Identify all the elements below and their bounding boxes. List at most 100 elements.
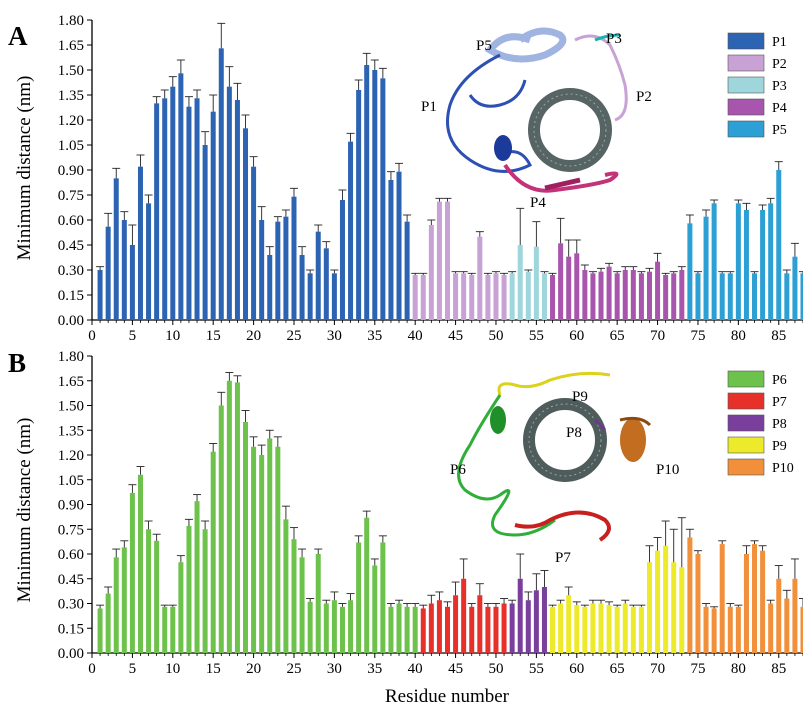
bar-p1 bbox=[299, 255, 305, 320]
bar-p5 bbox=[743, 210, 749, 320]
x-tick-label: 15 bbox=[206, 328, 221, 344]
x-tick-label: 45 bbox=[448, 661, 463, 677]
bar-p5 bbox=[719, 273, 725, 320]
x-tick-label: 70 bbox=[650, 661, 665, 677]
bar-p7 bbox=[501, 603, 507, 653]
bar-p1 bbox=[267, 255, 273, 320]
bar-p10 bbox=[743, 554, 749, 653]
x-tick-label: 80 bbox=[731, 328, 746, 344]
bar-p6 bbox=[291, 539, 297, 653]
bar-p4 bbox=[566, 256, 572, 320]
bar-p2 bbox=[428, 225, 434, 320]
bar-p7 bbox=[420, 608, 426, 653]
y-tick-label: 1.20 bbox=[58, 448, 84, 464]
panel-b: B 0.00 0.15 0.30 0.45 0.60 0.75 0.90 1.05 1.20 1.… bbox=[8, 348, 803, 677]
bar-p1 bbox=[121, 220, 127, 320]
bar-p10 bbox=[800, 606, 803, 653]
protein-structure-inset-a: P5 P3 P1 P2 P4 bbox=[421, 27, 652, 211]
bar-p4 bbox=[582, 270, 588, 320]
legend-swatch-p5 bbox=[727, 120, 765, 138]
bar-p5 bbox=[800, 273, 803, 320]
y-axis-title-a: Minimum distance (nm) bbox=[14, 76, 35, 261]
bar-p9 bbox=[614, 606, 620, 653]
legend-label-p9: P9 bbox=[772, 439, 787, 454]
y-tick-label: 1.80 bbox=[58, 13, 84, 29]
bar-p3 bbox=[533, 246, 539, 320]
bar-p5 bbox=[703, 216, 709, 320]
bar-p2 bbox=[485, 275, 491, 320]
x-tick-label: 50 bbox=[488, 328, 503, 344]
bar-p6 bbox=[299, 557, 305, 653]
y-tick-label: 0.00 bbox=[58, 313, 84, 329]
bar-p6 bbox=[364, 517, 370, 653]
y-tick-label: 1.50 bbox=[58, 63, 84, 79]
bar-p1 bbox=[275, 221, 281, 320]
bar-p4 bbox=[598, 271, 604, 320]
bar-p4 bbox=[671, 273, 677, 320]
bar-p6 bbox=[339, 606, 345, 653]
bar-p1 bbox=[194, 98, 200, 320]
bar-p10 bbox=[719, 544, 725, 653]
legend-swatch-p7 bbox=[727, 392, 765, 410]
plot-b: 0.00 0.15 0.30 0.45 0.60 0.75 0.90 1.05 1.20 1.35… bbox=[58, 349, 803, 677]
y-tick-label: 0.90 bbox=[58, 163, 84, 179]
panel-letter-b: B bbox=[8, 348, 26, 378]
bar-p4 bbox=[622, 270, 628, 320]
inset-label-p7: P7 bbox=[555, 550, 571, 566]
bar-p9 bbox=[663, 545, 669, 653]
bar-p1 bbox=[113, 178, 119, 320]
legend-label-p5: P5 bbox=[772, 123, 787, 138]
x-tick-label: 20 bbox=[246, 328, 261, 344]
bar-p1 bbox=[137, 166, 143, 320]
bar-p5 bbox=[776, 170, 782, 320]
bar-p6 bbox=[412, 606, 418, 653]
bar-p7 bbox=[444, 606, 451, 653]
bar-p1 bbox=[323, 248, 329, 320]
bar-p7 bbox=[428, 603, 434, 653]
bar-p4 bbox=[638, 273, 644, 320]
bar-p1 bbox=[364, 65, 370, 320]
y-tick-label: 0.00 bbox=[58, 646, 84, 662]
bar-p1 bbox=[331, 273, 337, 320]
bar-p10 bbox=[695, 554, 701, 653]
bar-p7 bbox=[485, 606, 491, 653]
x-tick-label: 40 bbox=[408, 661, 423, 677]
bar-p5 bbox=[768, 203, 774, 320]
y-tick-label: 0.75 bbox=[58, 522, 84, 538]
bar-p6 bbox=[380, 542, 386, 653]
y-tick-label: 1.20 bbox=[58, 113, 84, 129]
bar-p1 bbox=[234, 100, 240, 320]
bar-p1 bbox=[146, 203, 152, 320]
bar-p10 bbox=[784, 598, 790, 653]
bar-p8 bbox=[525, 600, 531, 653]
bar-p2 bbox=[501, 275, 507, 320]
x-tick-label: 45 bbox=[448, 328, 463, 344]
x-tick-label: 60 bbox=[569, 661, 584, 677]
inset-label-p4: P4 bbox=[530, 195, 546, 211]
panel-letter-a: A bbox=[8, 21, 28, 51]
x-tick-label: 65 bbox=[610, 328, 625, 344]
bar-p1 bbox=[186, 106, 192, 321]
x-tick-label: 75 bbox=[690, 328, 705, 344]
legend-label-p7: P7 bbox=[772, 395, 787, 410]
bar-p2 bbox=[493, 273, 499, 320]
x-tick-label: 60 bbox=[569, 328, 584, 344]
bar-p9 bbox=[550, 606, 556, 653]
bar-p6 bbox=[226, 380, 232, 653]
legend-label-p3: P3 bbox=[772, 79, 787, 94]
bar-p4 bbox=[614, 273, 620, 320]
bar-p6 bbox=[113, 557, 119, 653]
bar-p6 bbox=[202, 529, 208, 653]
bar-p6 bbox=[331, 600, 337, 653]
x-tick-label: 0 bbox=[88, 661, 96, 677]
bar-p1 bbox=[162, 98, 168, 320]
x-tick-label: 5 bbox=[129, 328, 137, 344]
bar-p6 bbox=[307, 601, 313, 653]
bar-p10 bbox=[776, 578, 782, 653]
bar-p9 bbox=[655, 550, 661, 653]
x-tick-label: 20 bbox=[246, 661, 261, 677]
bar-p7 bbox=[461, 578, 467, 653]
bar-p6 bbox=[97, 608, 103, 653]
bar-p6 bbox=[259, 455, 265, 653]
bar-p1 bbox=[283, 216, 289, 320]
